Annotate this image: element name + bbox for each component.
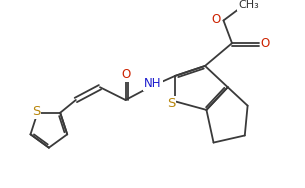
Text: O: O	[211, 13, 220, 26]
Text: S: S	[167, 97, 175, 110]
Text: S: S	[32, 105, 40, 118]
Text: O: O	[260, 37, 270, 50]
Text: O: O	[121, 68, 130, 81]
Text: CH₃: CH₃	[238, 0, 259, 10]
Text: NH: NH	[144, 77, 162, 90]
